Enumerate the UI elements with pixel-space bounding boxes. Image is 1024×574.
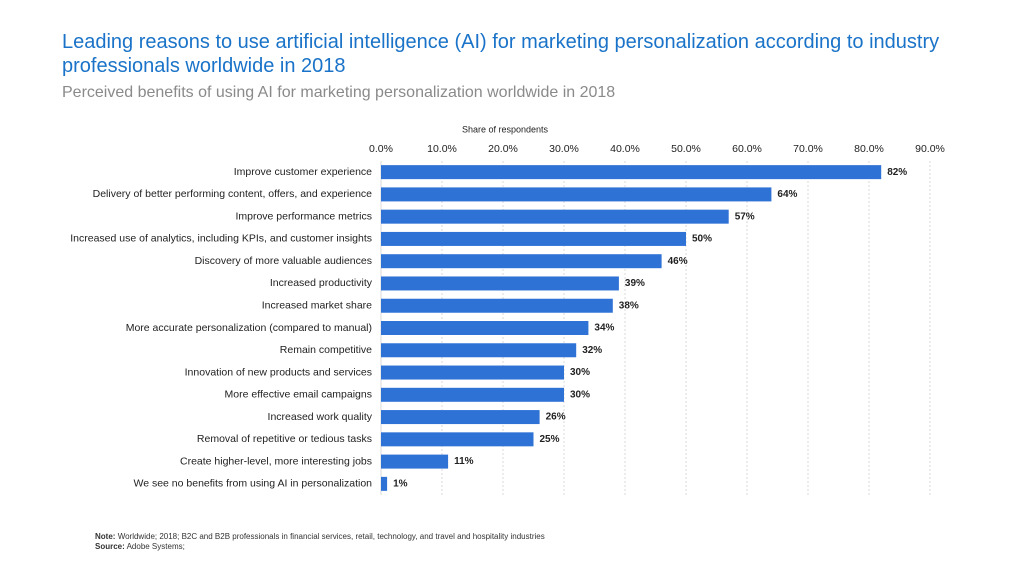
axis-label: Share of respondents [462, 124, 549, 134]
value-label: 25% [540, 434, 560, 445]
bar [381, 476, 388, 491]
source-label: Source: [95, 542, 125, 551]
x-tick-label: 20.0% [488, 143, 518, 155]
value-label: 38% [619, 300, 639, 311]
y-tick-label: Discovery of more valuable audiences [195, 255, 372, 267]
value-label: 11% [454, 456, 474, 467]
value-label: 50% [692, 234, 712, 245]
y-tick-label: Increased productivity [270, 277, 373, 289]
value-label: 30% [570, 389, 590, 400]
y-tick-label: Improve performance metrics [235, 210, 372, 222]
value-label: 26% [546, 412, 566, 423]
value-label: 1% [393, 479, 408, 490]
source: Source: Adobe Systems; [95, 542, 545, 552]
bar [381, 365, 564, 380]
y-tick-label: Remain competitive [280, 344, 372, 356]
value-label: 57% [735, 211, 755, 222]
note-label: Note: [95, 532, 116, 541]
value-label: 46% [668, 256, 688, 267]
bar [381, 432, 534, 447]
bar [381, 187, 772, 202]
y-tick-label: More effective email campaigns [225, 389, 372, 401]
bar [381, 387, 564, 402]
value-label: 30% [570, 367, 590, 378]
value-label: 64% [777, 189, 797, 200]
value-label: 82% [887, 167, 907, 178]
bar [381, 165, 882, 180]
bar [381, 454, 449, 469]
note: Note: Worldwide; 2018; B2C and B2B profe… [95, 532, 545, 542]
y-tick-label: Increased use of analytics, including KP… [70, 233, 372, 245]
y-tick-label: More accurate personalization (compared … [126, 322, 372, 334]
bar [381, 321, 589, 335]
notes: Note: Worldwide; 2018; B2C and B2B profe… [95, 532, 545, 552]
x-tick-label: 0.0% [369, 143, 393, 155]
chart-subtitle: Perceived benefits of using AI for marke… [62, 84, 616, 101]
x-tick-label: 40.0% [610, 143, 640, 155]
source-text: Adobe Systems; [126, 542, 185, 551]
bar [381, 343, 577, 358]
y-tick-label: Increased market share [262, 300, 372, 312]
x-tick-label: 60.0% [732, 143, 762, 155]
y-tick-label: We see no benefits from using AI in pers… [133, 478, 372, 490]
x-tick-label: 50.0% [671, 143, 701, 155]
x-tick-label: 90.0% [915, 143, 945, 155]
value-label: 39% [625, 278, 645, 289]
bar [381, 410, 540, 425]
y-tick-label: Increased work quality [268, 411, 373, 423]
chart-title: Leading reasons to use artificial intell… [62, 31, 940, 77]
value-label: 32% [582, 345, 602, 356]
y-tick-label: Improve customer experience [234, 166, 372, 178]
x-tick-label: 70.0% [793, 143, 823, 155]
note-text: Worldwide; 2018; B2C and B2B professiona… [117, 532, 545, 541]
bar [381, 231, 686, 246]
bar [381, 298, 613, 313]
y-tick-label: Delivery of better performing content, o… [93, 188, 373, 200]
value-label: 34% [594, 323, 614, 334]
x-tick-label: 80.0% [854, 143, 884, 155]
y-tick-label: Create higher-level, more interesting jo… [180, 455, 372, 467]
x-tick-label: 10.0% [427, 143, 457, 155]
y-tick-label: Innovation of new products and services [185, 366, 372, 378]
bar [381, 209, 729, 224]
bar [381, 254, 662, 269]
x-tick-label: 30.0% [549, 143, 579, 155]
y-tick-label: Removal of repetitive or tedious tasks [197, 433, 372, 445]
bar [381, 276, 619, 291]
